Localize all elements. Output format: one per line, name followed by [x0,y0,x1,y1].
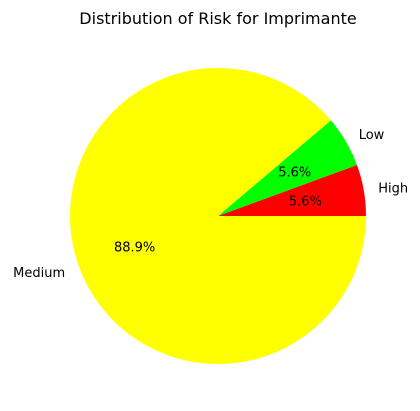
category-label-low: Low [359,128,385,143]
pie-labels: High 5.6% Low 5.6% Medium 88.9% [13,128,408,281]
pie-slices [70,68,366,365]
category-label-high: High [378,182,408,197]
pie-slice-medium [70,68,366,365]
percent-label-low: 5.6% [278,165,311,180]
percent-label-medium: 88.9% [114,241,155,256]
chart-title: Distribution of Risk for Imprimante [79,9,356,28]
category-label-medium: Medium [13,266,65,281]
percent-label-high: 5.6% [289,194,322,209]
pie-slice-high [218,165,366,216]
pie-slice-low [218,120,357,216]
